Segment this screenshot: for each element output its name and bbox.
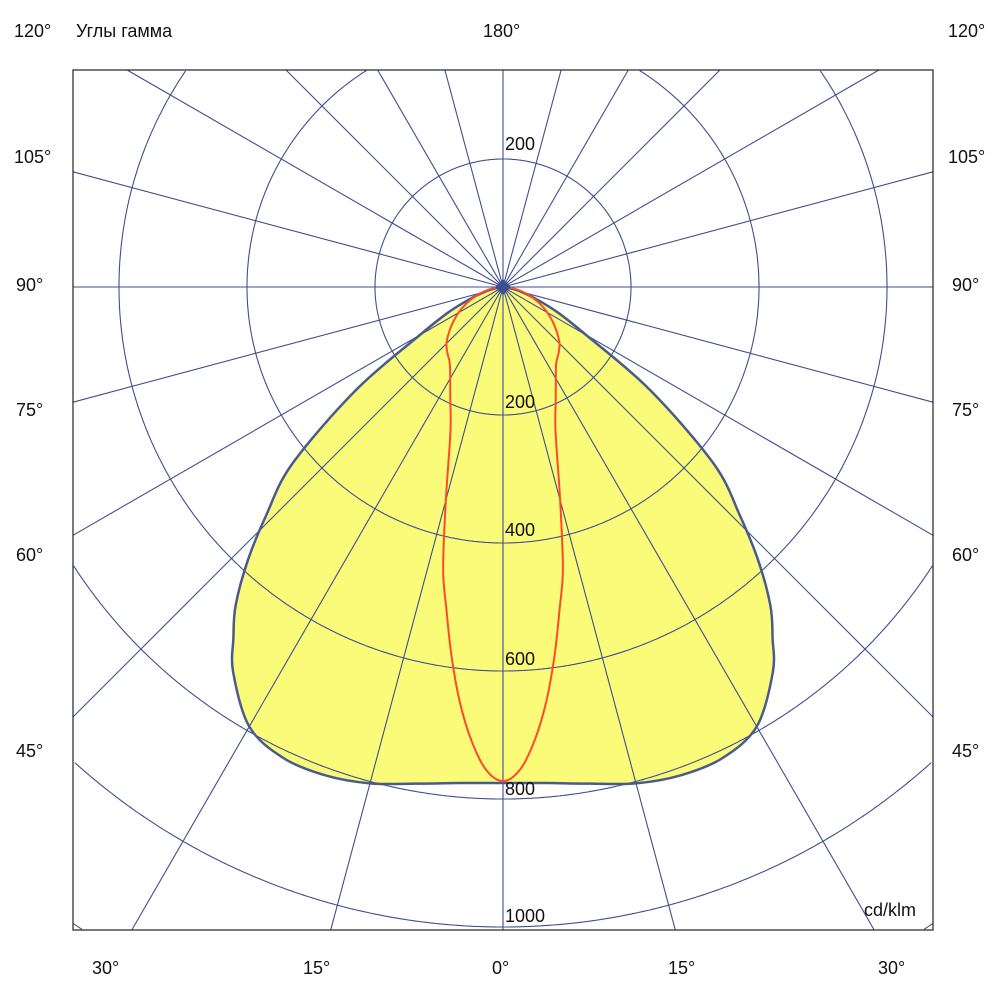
intensity-curves (72, 69, 934, 931)
grid-circle (246, 70, 760, 544)
chart-title: Углы гамма (76, 21, 173, 41)
bottom-angle-label: 30° (92, 958, 120, 978)
bottom-angle-label: 30° (878, 958, 906, 978)
grid-radial-line (72, 286, 504, 403)
radial-tick: 200 (505, 392, 536, 412)
grid-radial-line (502, 286, 934, 718)
intensity-curve-red (442, 286, 564, 783)
left-angle-label: 60° (16, 545, 44, 565)
intensity-curve-outline (230, 285, 776, 786)
grid-radial-line (377, 69, 504, 288)
grid-radial-line (330, 286, 504, 931)
grid-radial-line (285, 69, 504, 288)
grid-radial-line (72, 171, 504, 288)
grid-radial-line (131, 286, 504, 931)
grid-radial-line (502, 69, 562, 288)
bottom-angle-label: 15° (668, 958, 696, 978)
grid-radial-line (72, 286, 504, 536)
polar-grid (72, 69, 934, 931)
radial-tick: 600 (505, 649, 536, 669)
right-angle-label: 90° (952, 275, 980, 295)
left-angle-label: 105° (14, 147, 52, 167)
grid-radial-line (502, 69, 721, 288)
grid-radial-line (502, 286, 934, 403)
right-angle-label: 120° (948, 21, 986, 41)
grid-radial-line (502, 286, 676, 931)
grid-circle (73, 923, 933, 930)
chart-frame (72, 69, 934, 931)
grid-radial-line (72, 286, 504, 718)
radial-tick: 400 (505, 520, 536, 540)
bottom-angle-label: 15° (303, 958, 331, 978)
grid-radial-line (502, 69, 629, 288)
grid-radial-line (502, 171, 934, 288)
right-angle-label: 105° (948, 147, 986, 167)
right-angle-label: 60° (952, 545, 980, 565)
right-angle-label: 75° (952, 400, 980, 420)
left-angle-label: 45° (16, 741, 44, 761)
left-angle-label: 90° (16, 275, 44, 295)
center-marker (495, 279, 511, 295)
grid-radial-line (502, 69, 880, 288)
radial-tick: 800 (505, 779, 536, 799)
grid-radial-line (502, 286, 934, 536)
grid-radial-line (126, 69, 504, 288)
left-angle-label: 75° (16, 400, 44, 420)
grid-radial-line (444, 69, 504, 288)
right-angle-label: 45° (952, 741, 980, 761)
grid-radial-line (502, 286, 875, 931)
unit-label: cd/klm (864, 900, 917, 920)
left-angle-label: 120° (14, 21, 52, 41)
grid-circle (118, 70, 888, 672)
bottom-angle-label: 0° (492, 958, 510, 978)
radial-tick: 1000 (505, 906, 546, 926)
top-angle-label: 180° (483, 21, 521, 41)
radial-tick-upper: 200 (505, 134, 536, 154)
